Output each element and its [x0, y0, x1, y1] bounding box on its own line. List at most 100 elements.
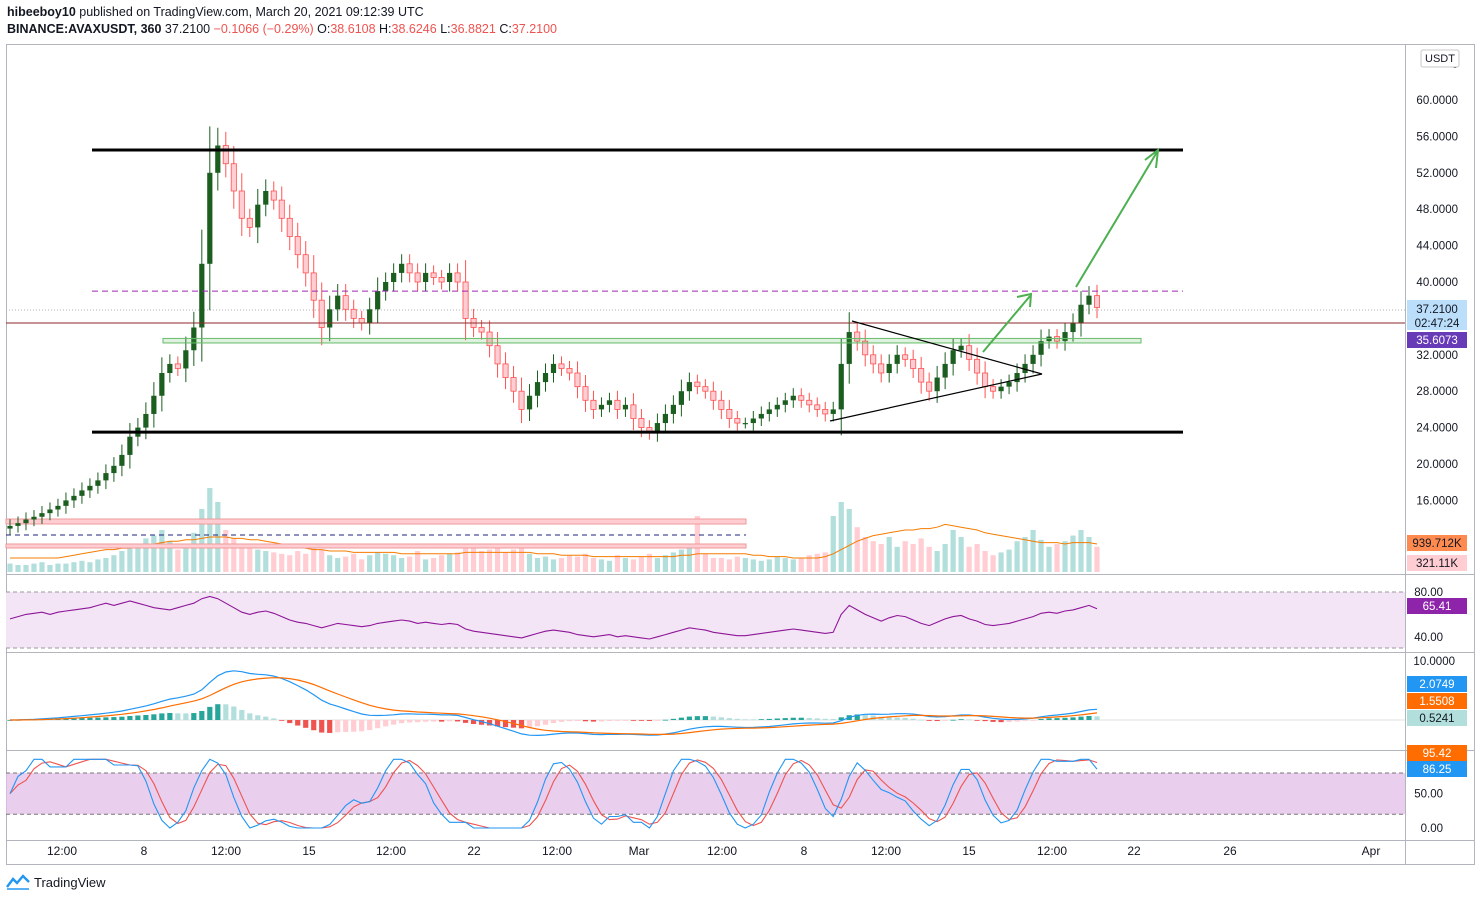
price-tick-label: 56.0000: [1416, 131, 1458, 143]
candle-body: [950, 350, 956, 364]
volume-bar: [502, 552, 509, 572]
macd-histogram-bar: [111, 717, 117, 720]
candle-body: [270, 190, 277, 201]
macd-histogram-bar: [974, 720, 980, 721]
candle-body: [958, 345, 964, 351]
macd-histogram-bar: [199, 710, 205, 720]
macd-histogram-bar: [151, 714, 157, 720]
macd-histogram-bar: [638, 720, 645, 721]
time-axis: 12:00 8 12:00 15 12:00 22 12:00 Mar 12:00 8 12:00 1…: [47, 844, 1380, 858]
volume-bar: [822, 552, 828, 572]
volume-bar: [454, 552, 461, 572]
volume-bar: [830, 516, 836, 572]
support-zone: [162, 337, 1142, 344]
candle-body: [167, 363, 173, 373]
macd-histogram-bar: [758, 719, 764, 720]
macd-histogram-bar: [926, 720, 932, 721]
stoch-k-value-label-bg: [1407, 745, 1467, 761]
volume-bar: [111, 555, 117, 572]
macd-value-label: 2.0749: [1419, 679, 1454, 691]
candle-body: [910, 358, 917, 369]
macd-histogram-bar: [566, 720, 573, 722]
macd-histogram-bar: [1094, 716, 1100, 720]
footer-brand: TradingView: [34, 874, 106, 890]
candle-body: [518, 390, 525, 410]
candle-body: [39, 513, 45, 517]
price-tick-label: 48.0000: [1416, 204, 1458, 216]
publisher-name[interactable]: hibeeboy10: [7, 5, 76, 19]
candle-body: [782, 400, 788, 405]
candle-body: [286, 217, 293, 237]
stoch-k-value-label: 95.42: [1423, 748, 1452, 760]
volume-ma-label-bg: [1407, 535, 1467, 551]
macd-histogram-bar: [734, 718, 740, 720]
candle-body: [638, 418, 645, 428]
candle-body: [263, 191, 269, 205]
currency-badge-bg: [1420, 49, 1460, 68]
stoch-tick-label: 0.00: [1421, 823, 1443, 835]
volume-bar: [103, 558, 109, 572]
price-tick-label: 60.0000: [1416, 95, 1458, 107]
volume-bar: [151, 535, 157, 572]
volume-bar: [630, 559, 637, 572]
volume-bar: [47, 565, 53, 572]
close-value: 37.2100: [511, 22, 557, 36]
volume-bar: [71, 562, 77, 572]
macd-histogram-bar: [526, 720, 533, 728]
macd-histogram-bar: [159, 713, 165, 720]
last-price-badge-bg: [1407, 300, 1467, 330]
open-label: O:: [317, 22, 331, 36]
macd-histogram-bar: [798, 717, 804, 720]
macd-histogram-bar: [590, 720, 597, 722]
volume-bar: [854, 527, 860, 572]
candle-body: [294, 236, 301, 256]
macd-histogram-bar: [942, 720, 948, 721]
volume-bar: [1062, 541, 1068, 572]
candle-body: [143, 413, 149, 428]
candle-body: [183, 350, 189, 369]
volume-bar: [614, 555, 621, 572]
candle-body: [974, 358, 981, 374]
volume-bar: [494, 544, 501, 572]
rsi-line: [9, 595, 1098, 640]
candle-body: [87, 485, 93, 491]
volume-bar: [766, 559, 772, 572]
macd-histogram-bar: [95, 717, 101, 720]
candle-body: [230, 163, 237, 192]
volume-layer: [7, 488, 1100, 572]
macd-histogram-bar: [263, 716, 269, 720]
macd-histogram-bar: [782, 718, 788, 720]
candle-body: [510, 377, 517, 392]
candle-body: [806, 399, 813, 406]
volume-bar: [510, 549, 517, 572]
low-label: L:: [440, 22, 451, 36]
candle-body: [742, 423, 748, 425]
macd-histogram-bar: [694, 716, 700, 720]
candle-body: [550, 363, 557, 373]
candle-body: [111, 465, 117, 474]
candle-body: [238, 190, 245, 219]
stoch-d-value-label-bg: [1407, 761, 1467, 777]
volume-bar: [462, 544, 469, 572]
candle-body: [246, 217, 253, 228]
signal-line: [10, 677, 1098, 735]
arrow-short-line: [982, 295, 1031, 353]
candle-body: [982, 372, 989, 388]
volume-ma-label: 939.712K: [1412, 538, 1462, 550]
candle-body: [159, 373, 165, 396]
volume-label-bg: [1407, 555, 1467, 571]
volume-bar: [1038, 539, 1044, 572]
volume-bar: [1014, 541, 1020, 572]
volume-bar: [486, 549, 493, 572]
publish-info: hibeeboy10 published on TradingView.com,…: [7, 5, 424, 19]
volume-bar: [1054, 544, 1060, 572]
macd-histogram-bar: [383, 720, 389, 727]
macd-histogram-bar: [63, 718, 69, 720]
macd-histogram-bar: [886, 717, 892, 720]
macd-histogram-bar: [558, 720, 565, 722]
volume-bar: [622, 558, 629, 572]
volume-bar: [311, 546, 317, 572]
volume-bar: [271, 552, 277, 572]
volume-bar: [894, 546, 900, 572]
